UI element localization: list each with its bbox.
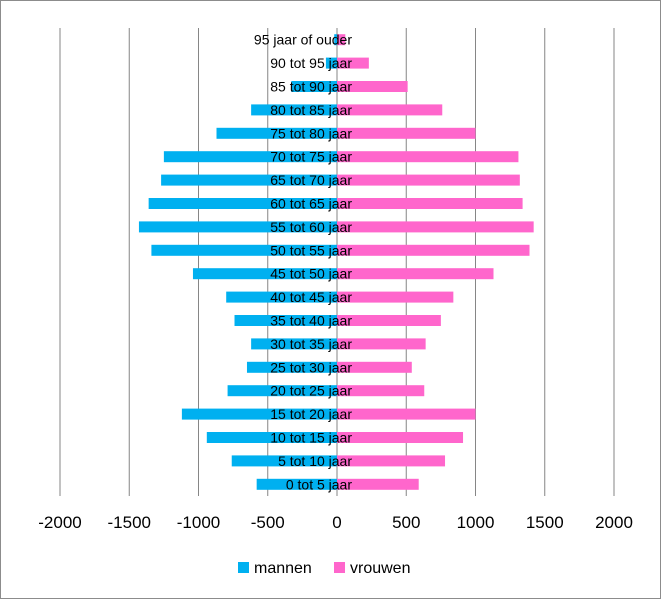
bar-mannen — [163, 151, 337, 163]
category-label: 60 tot 65 jaar — [270, 196, 352, 212]
bar-mannen — [231, 455, 337, 467]
bar-vrouwen — [337, 478, 419, 490]
bar-vrouwen — [337, 361, 412, 373]
category-label: 5 tot 10 jaar — [278, 453, 352, 469]
x-tick-label: 500 — [392, 513, 420, 532]
category-label: 95 jaar of ouder — [254, 32, 352, 48]
bar-mannen — [206, 432, 337, 443]
bar-mannen — [181, 408, 337, 420]
bar-mannen — [227, 385, 337, 397]
bar-mannen — [192, 268, 337, 280]
bar-vrouwen — [337, 338, 426, 350]
x-tick-label: -500 — [251, 513, 285, 532]
bar-vrouwen — [337, 81, 408, 92]
bar-mannen — [291, 81, 337, 92]
category-label: 50 tot 55 jaar — [270, 242, 352, 258]
category-label: 35 tot 40 jaar — [270, 313, 352, 329]
category-label: 55 tot 60 jaar — [270, 219, 352, 235]
x-tick-label: -1500 — [108, 513, 151, 532]
bar-vrouwen — [337, 385, 425, 397]
bar-mannen — [246, 361, 337, 373]
x-tick-label: -1000 — [177, 513, 220, 532]
bar-vrouwen — [337, 291, 454, 303]
bar-mannen — [216, 127, 337, 139]
bar-vrouwen — [337, 432, 464, 443]
bar-vrouwen — [337, 221, 534, 233]
category-label: 15 tot 20 jaar — [270, 406, 352, 422]
legend: mannen vrouwen — [238, 560, 410, 577]
bar-vrouwen — [337, 268, 494, 280]
category-label: 20 tot 25 jaar — [270, 383, 352, 399]
x-axis-ticks: -2000 -1500 -1000 -500 0 500 1000 1500 2000 — [38, 513, 633, 532]
bar-mannen — [161, 174, 337, 186]
category-label: 25 tot 30 jaar — [270, 359, 352, 375]
category-labels: 0 tot 5 jaar 5 tot 10 jaar 10 tot 15 jaar 1… — [254, 32, 352, 493]
bar-vrouwen — [337, 104, 443, 116]
category-label: 90 tot 95 jaar — [270, 55, 352, 71]
bar-mannen — [251, 338, 337, 350]
bar-vrouwen — [337, 34, 346, 46]
category-label: 0 tot 5 jaar — [286, 476, 352, 492]
bar-vrouwen — [337, 315, 441, 326]
x-tick-label: 1000 — [457, 513, 495, 532]
bar-vrouwen — [337, 57, 369, 69]
category-label: 70 tot 75 jaar — [270, 149, 352, 165]
legend-label-vrouwen: vrouwen — [350, 560, 410, 577]
legend-swatch-mannen — [238, 562, 249, 573]
gridlines — [59, 28, 615, 496]
bar-vrouwen — [337, 198, 523, 209]
category-label: 80 tot 85 jaar — [270, 102, 352, 118]
legend-label-mannen: mannen — [254, 560, 312, 577]
x-tick-label: 0 — [332, 513, 341, 532]
legend-swatch-vrouwen — [334, 562, 345, 573]
x-tick-label: 1500 — [526, 513, 564, 532]
bar-vrouwen — [337, 455, 446, 467]
category-label: 85 tot 90 jaar — [270, 79, 352, 95]
x-tick-label: -2000 — [38, 513, 81, 532]
bar-mannen — [138, 221, 337, 233]
bar-mannen — [256, 478, 337, 490]
bar-mannen — [226, 291, 337, 303]
category-label: 30 tot 35 jaar — [270, 336, 352, 352]
bar-vrouwen — [337, 244, 530, 256]
bar-vrouwen — [337, 174, 520, 186]
bar-mannen — [325, 57, 337, 69]
category-label: 10 tot 15 jaar — [270, 430, 352, 446]
category-label: 40 tot 45 jaar — [270, 289, 352, 305]
bar-mannen — [334, 34, 337, 46]
category-label: 65 tot 70 jaar — [270, 172, 352, 188]
bar-mannen — [151, 244, 337, 256]
category-label: 75 tot 80 jaar — [270, 125, 352, 141]
bar-mannen — [148, 198, 337, 209]
bars — [138, 34, 534, 490]
bar-vrouwen — [337, 151, 519, 163]
x-tick-label: 2000 — [595, 513, 633, 532]
bar-mannen — [234, 315, 337, 326]
bar-vrouwen — [337, 127, 476, 139]
bar-vrouwen — [337, 408, 476, 420]
category-label: 45 tot 50 jaar — [270, 266, 352, 282]
bar-mannen — [251, 104, 337, 116]
